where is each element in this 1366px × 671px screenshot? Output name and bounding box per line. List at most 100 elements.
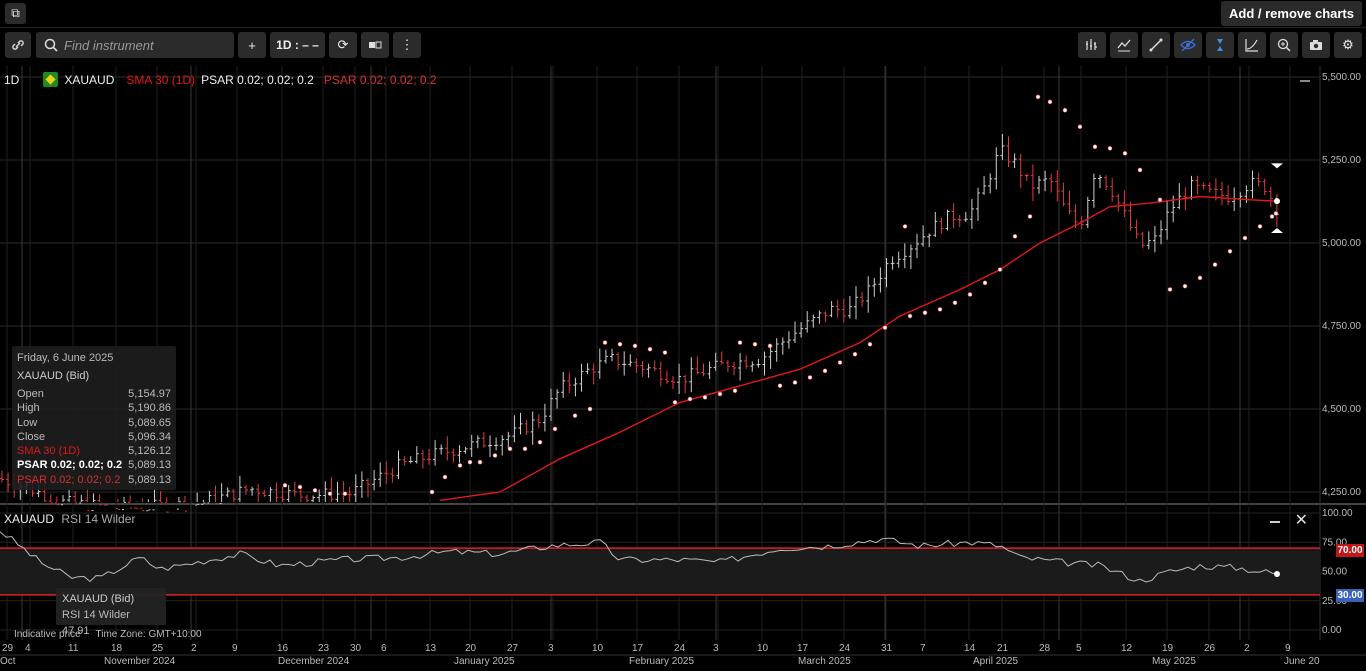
add-remove-charts-button[interactable]: Add / remove charts [1221, 1, 1362, 26]
curve-icon[interactable] [1238, 32, 1266, 58]
month-label: January 2025 [454, 656, 515, 667]
add-instrument-button[interactable]: + [238, 32, 266, 58]
search-input[interactable] [64, 37, 224, 53]
rsi-lower-tag: 30.00 [1336, 589, 1364, 602]
rsi-tick-label: 25.00 [1322, 596, 1347, 607]
day-tick-label: 29 [2, 643, 14, 654]
indicator-icon[interactable] [1110, 32, 1138, 58]
zoom-icon[interactable] [1270, 32, 1298, 58]
psar-dot [1242, 235, 1248, 241]
timezone-label: Time Zone: GMT+10:00 [95, 629, 202, 640]
psar-dot [1107, 146, 1113, 151]
month-label: November 2024 [104, 656, 176, 667]
day-tick-label: 23 [318, 643, 330, 654]
psar-dot [477, 459, 483, 465]
day-tick-label: 9 [232, 643, 238, 654]
sma-30-line [439, 195, 1279, 501]
psar-dot [467, 459, 473, 465]
collapse-icon[interactable] [1300, 80, 1310, 82]
legend-sma[interactable]: SMA 30 (1D) [126, 72, 196, 87]
psar-dot [1273, 211, 1279, 216]
top-bar: ⧉ Add / remove charts [0, 0, 1366, 28]
rsi-close-icon[interactable]: ✕ [1294, 512, 1308, 529]
psar-dot [997, 267, 1003, 272]
legend-interval: 1D [4, 72, 20, 87]
psar-dot [1269, 214, 1275, 219]
psar-dot [312, 488, 318, 493]
rsi-upper-tag: 70.00 [1336, 544, 1364, 557]
layout-icon[interactable] [361, 32, 389, 58]
psar-dot [632, 343, 638, 349]
psar-dot [822, 368, 828, 374]
interval-select[interactable]: 1D : – – [270, 32, 325, 58]
refresh-icon[interactable]: ⟳ [329, 32, 357, 58]
psar-dot [617, 341, 623, 347]
psar-dot [1092, 144, 1098, 150]
psar-dot [1012, 234, 1018, 239]
gold-instrument-icon [43, 72, 59, 87]
indicative-price-label: Indicative price [14, 629, 81, 640]
psar-dot [1167, 287, 1173, 292]
info-row-psar-1: PSAR 0.02; 0.02; 0.2 5,089.13 [17, 459, 171, 472]
price-tick-label: 5,500.00 [1322, 72, 1361, 83]
day-tick-label: 24 [674, 643, 686, 654]
draw-line-icon[interactable] [1142, 32, 1170, 58]
cursor-icon[interactable] [1206, 32, 1234, 58]
rsi-tick-label: 50.00 [1322, 567, 1347, 578]
day-tick-label: 10 [757, 643, 769, 654]
day-tick-label: 11 [68, 643, 79, 654]
popout-icon[interactable]: ⧉ [5, 3, 26, 24]
psar-dot [737, 340, 743, 345]
rsi-info-panel: XAUAUD (Bid) RSI 14 Wilder 47.91 [56, 588, 166, 637]
day-tick-label: 28 [1039, 643, 1051, 654]
day-tick-label: 14 [964, 643, 976, 654]
rsi-tick-label: 100.00 [1322, 508, 1353, 519]
info-date: Friday, 6 June 2025 [17, 352, 114, 364]
rsi-legend-name[interactable]: RSI 14 Wilder [61, 512, 136, 526]
month-label: Oct [0, 656, 16, 667]
psar-dot [982, 280, 988, 286]
rsi-minimize-icon[interactable] [1270, 521, 1280, 523]
psar-dot [732, 388, 738, 394]
hide-icon[interactable] [1174, 32, 1202, 58]
day-tick-label: 3 [713, 643, 719, 654]
low-marker [1271, 228, 1283, 234]
day-tick-label: 9 [1285, 643, 1291, 654]
price-tick-label: 4,750.00 [1322, 321, 1361, 332]
psar-dot [937, 307, 943, 312]
month-label: June 20 [1284, 656, 1320, 667]
legend-psar-2[interactable]: PSAR 0.02; 0.02; 0.2 [323, 72, 437, 87]
psar-dot [647, 346, 653, 352]
psar-dot [429, 489, 435, 495]
psar-dot [492, 453, 498, 458]
search-icon [44, 38, 58, 52]
psar-dot [282, 483, 288, 488]
psar-dot [1197, 275, 1203, 281]
day-tick-label: 2 [191, 643, 197, 654]
psar-dot [767, 343, 773, 349]
instrument-search[interactable] [36, 32, 234, 58]
day-tick-label: 7 [920, 643, 926, 654]
day-tick-label: 20 [465, 643, 477, 654]
day-tick-label: 6 [381, 643, 387, 654]
legend-psar-1[interactable]: PSAR 0.02; 0.02; 0.2 [201, 72, 314, 87]
day-tick-label: 19 [1162, 643, 1174, 654]
rsi-band [0, 548, 1320, 595]
settings-icon[interactable]: ⚙ [1334, 32, 1362, 58]
psar-dot [1137, 167, 1143, 173]
psar-dot [882, 325, 888, 330]
psar-dot [507, 446, 513, 452]
psar-dot [967, 292, 973, 297]
link-icon[interactable] [5, 32, 31, 58]
price-tick-label: 4,250.00 [1322, 487, 1361, 498]
camera-icon[interactable] [1302, 32, 1330, 58]
psar-dot [1227, 249, 1233, 254]
more-options-icon[interactable]: ⋮ [393, 32, 421, 58]
rsi-info-value: RSI 14 Wilder 47.91 [62, 609, 130, 637]
psar-dot [442, 474, 448, 480]
legend-symbol[interactable]: XAUAUD [64, 72, 115, 87]
bar-chart-icon[interactable] [1078, 32, 1106, 58]
psar-dot [1257, 224, 1263, 229]
high-marker [1271, 163, 1283, 169]
